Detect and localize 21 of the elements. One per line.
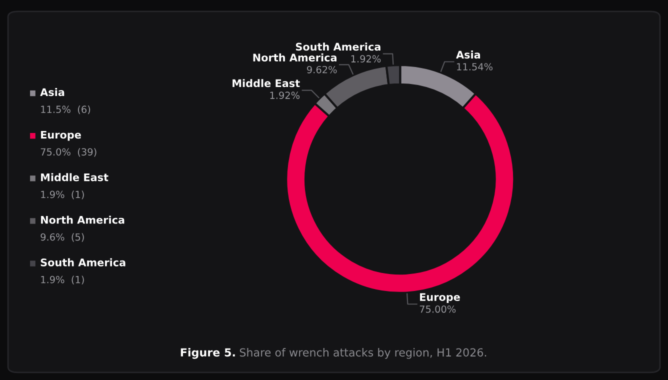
legend-label: North America [41,216,124,224]
slice-label: Europe [420,293,460,303]
data-label: 11.54% [457,63,493,70]
text: 1.9% (1) [41,276,84,284]
caption: Figure 5. Share of wrench attacks by region, H1 2026. [180,348,486,359]
slice-label: North America [253,53,336,62]
text: 9.6% (5) [40,233,84,242]
text: 1.9% (1) [41,190,84,200]
text: 75.0% (39) [40,148,96,157]
legend-label: South America [40,258,126,266]
slice-label: Asia [456,50,480,59]
legend-label: Europe [41,130,81,141]
legend-label: Asia [40,88,64,96]
slice-label: South America [296,42,380,51]
data-label: 9.62% [307,66,337,74]
legend-label: Middle East [41,173,108,182]
data-label: 1.92% [270,92,300,99]
text: 11.5% (6) [41,106,90,114]
slice-label: Middle East [232,79,300,88]
data-label: 75.00% [420,305,456,313]
data-label: 1.92% [351,55,381,62]
